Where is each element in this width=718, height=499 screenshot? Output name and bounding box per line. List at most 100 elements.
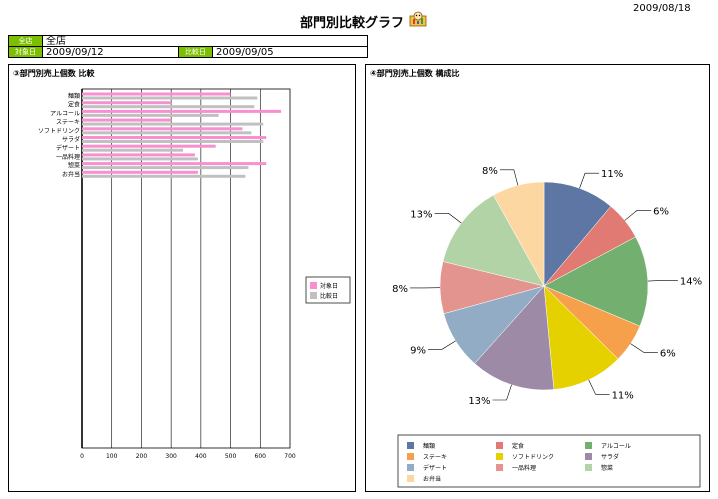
bar-対象日 <box>82 118 172 122</box>
bar-比較日 <box>82 122 264 126</box>
percent-label: 13% <box>468 396 490 407</box>
pie-chart-title: ④部門別売上個数 構成比 <box>370 69 460 78</box>
percent-label: 6% <box>660 348 676 359</box>
bar-対象日 <box>82 144 216 148</box>
legend-swatch <box>310 292 317 299</box>
x-tick-label: 200 <box>136 453 148 460</box>
percent-label: 8% <box>392 284 408 295</box>
bar-chart-panel: ③部門別売上個数 比較 0 100 200 300 400 500 600 700 麺類 定食 アル… <box>8 64 356 492</box>
legend-label: お弁当 <box>423 475 441 483</box>
legend-swatch <box>496 442 503 449</box>
pie-slice-サラダ <box>474 285 555 391</box>
category-label: 惣菜 <box>68 162 80 170</box>
category-label: 一品料理 <box>56 153 80 161</box>
bar-chart-title: ③部門別売上個数 比較 <box>13 69 95 78</box>
pie-slice-アルコール <box>543 236 649 327</box>
x-tick-label: 600 <box>255 453 267 460</box>
legend-swatch <box>585 464 592 471</box>
category-label: お弁当 <box>62 170 80 178</box>
legend-swatch <box>496 464 503 471</box>
x-tick-label: 400 <box>195 453 207 460</box>
legend-label: 定食 <box>512 442 524 450</box>
legend-box <box>305 276 351 304</box>
compare-date-value: 2009/09/05 <box>212 46 368 58</box>
legend-swatch <box>407 453 414 460</box>
leader-line <box>647 279 678 282</box>
x-tick-label: 100 <box>106 453 118 460</box>
target-date-value: 2009/09/12 <box>42 46 179 58</box>
compare-date-label: 比較日 <box>178 46 213 58</box>
legend-label: 比較日 <box>320 292 338 300</box>
bar-対象日 <box>82 162 267 166</box>
legend-label: デザート <box>423 464 447 472</box>
report-date: 2009/08/18 <box>633 3 691 14</box>
bar-比較日 <box>82 157 198 161</box>
legend-box <box>397 434 701 488</box>
bar-比較日 <box>82 148 184 152</box>
bar-対象日 <box>82 136 267 139</box>
percent-label: 14% <box>680 276 702 287</box>
pie-slice-惣菜 <box>442 194 545 287</box>
percent-label: 9% <box>410 345 426 356</box>
category-label: 定食 <box>68 101 80 109</box>
category-label: ソフトドリンク <box>38 128 80 135</box>
x-tick-label: 300 <box>165 453 177 460</box>
legend-swatch <box>310 282 317 289</box>
leader-line <box>630 343 658 353</box>
bar-比較日 <box>82 131 252 135</box>
page-title: 部門別比較グラフ <box>300 16 405 31</box>
leader-line <box>588 379 610 395</box>
bar-比較日 <box>82 140 264 143</box>
store-label: 全店 <box>8 35 43 47</box>
legend-label: 惣菜 <box>601 464 613 472</box>
legend-label: 麺類 <box>423 442 435 450</box>
bar-対象日 <box>82 101 172 105</box>
bar-対象日 <box>82 170 198 174</box>
category-label: ステーキ <box>56 119 80 126</box>
legend-swatch <box>407 475 414 482</box>
percent-label: 8% <box>482 166 498 177</box>
bar-対象日 <box>82 109 282 113</box>
pie-chart-panel: ④部門別売上個数 構成比 11% 6% 14% 6% 11% 13% 9% 8% 13% 8% 麺類… <box>365 64 710 492</box>
category-label: デザート <box>56 144 80 152</box>
percent-label: 11% <box>601 169 623 180</box>
category-label: サラダ <box>62 136 80 144</box>
legend-label: サラダ <box>601 453 619 461</box>
x-tick-label: 500 <box>225 453 237 460</box>
bar-比較日 <box>82 113 219 117</box>
bar-比較日 <box>82 105 255 109</box>
bar-比較日 <box>82 96 258 100</box>
x-tick-label: 0 <box>80 453 84 460</box>
bar-対象日 <box>82 92 231 96</box>
legend-label: ステーキ <box>423 454 447 461</box>
target-date-label: 対象日 <box>8 46 43 58</box>
leader-line <box>434 213 462 224</box>
bar-対象日 <box>82 127 243 131</box>
leader-line <box>428 340 456 350</box>
store-value: 全店 <box>42 35 368 47</box>
legend-swatch <box>585 442 592 449</box>
leader-line <box>492 384 512 401</box>
legend-swatch <box>496 453 503 460</box>
legend-label: アルコール <box>601 443 631 450</box>
category-label: 麺類 <box>68 92 80 100</box>
bar-比較日 <box>82 166 249 170</box>
percent-label: 6% <box>653 206 669 217</box>
leader-line <box>499 169 519 186</box>
leader-line <box>579 172 600 189</box>
bar-比較日 <box>82 174 246 178</box>
pie-slice-お弁当 <box>493 181 545 287</box>
percent-label: 13% <box>410 209 432 220</box>
category-label: アルコール <box>50 110 80 117</box>
bar-対象日 <box>82 153 195 157</box>
legend-swatch <box>585 453 592 460</box>
pie-slice-麺類 <box>543 181 612 287</box>
x-tick-label: 700 <box>284 453 296 460</box>
legend-label: ソフトドリンク <box>512 454 554 461</box>
bar-chart: 0 100 200 300 400 500 600 700 麺類定食アルコールステーキソフトドリ… <box>38 88 351 460</box>
legend-label: 一品料理 <box>512 464 536 472</box>
pie-slice-ソフトドリンク <box>543 285 619 390</box>
